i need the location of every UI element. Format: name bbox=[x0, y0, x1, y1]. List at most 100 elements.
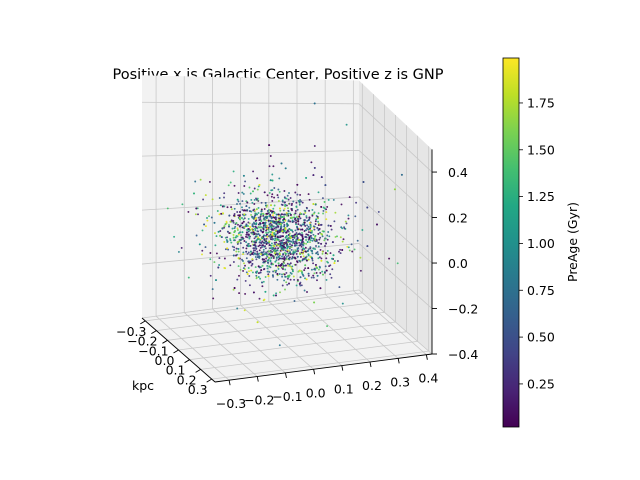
scatter-point bbox=[351, 250, 354, 253]
scatter-point bbox=[261, 281, 263, 284]
scatter-point bbox=[325, 242, 328, 245]
scatter-point bbox=[223, 205, 226, 208]
scatter-point bbox=[327, 198, 330, 201]
scatter-point bbox=[306, 224, 309, 227]
scatter-point bbox=[249, 229, 251, 232]
scatter-point bbox=[242, 192, 245, 195]
scatter-point bbox=[211, 198, 214, 201]
scatter-point bbox=[348, 249, 351, 252]
scatter-point bbox=[298, 241, 301, 244]
scatter-point bbox=[247, 242, 250, 245]
scatter-point bbox=[236, 203, 238, 205]
scatter-point bbox=[286, 246, 289, 249]
scatter-point bbox=[264, 290, 267, 293]
scatter-point bbox=[309, 234, 312, 237]
scatter-point bbox=[266, 215, 269, 218]
scatter-point bbox=[295, 250, 298, 253]
scatter-point bbox=[299, 276, 302, 279]
scatter-point bbox=[319, 236, 322, 239]
scatter-point bbox=[319, 287, 322, 290]
scatter-point bbox=[330, 228, 333, 231]
scatter-point bbox=[263, 222, 266, 225]
scatter-point bbox=[266, 194, 269, 197]
scatter-point bbox=[317, 232, 320, 235]
scatter-point bbox=[311, 214, 314, 217]
scatter-point bbox=[339, 236, 342, 239]
scatter-point bbox=[209, 258, 212, 261]
scatter-point bbox=[316, 274, 319, 277]
grid-line bbox=[212, 308, 286, 374]
scatter-point bbox=[281, 204, 284, 206]
scatter-point bbox=[264, 226, 267, 229]
y-tick-label: −0.3 bbox=[216, 396, 246, 411]
scatter-point bbox=[333, 260, 336, 262]
scatter-point bbox=[313, 166, 316, 169]
scatter-point bbox=[329, 264, 332, 267]
scatter-point bbox=[241, 258, 243, 261]
scatter-point bbox=[285, 235, 288, 237]
scatter-point bbox=[253, 216, 256, 219]
scatter-point bbox=[285, 258, 288, 261]
scatter-point bbox=[317, 228, 320, 231]
scatter-point bbox=[286, 250, 289, 253]
scatter-point bbox=[242, 174, 245, 177]
scatter-point bbox=[233, 246, 236, 249]
scatter-point bbox=[211, 288, 214, 291]
grid-line bbox=[358, 243, 433, 309]
scatter-point bbox=[245, 223, 248, 226]
scatter-point bbox=[232, 170, 235, 173]
grid-line bbox=[156, 302, 374, 332]
scatter-point bbox=[285, 211, 288, 214]
scatter-point bbox=[258, 244, 261, 247]
scatter-point bbox=[276, 232, 279, 235]
scatter-point bbox=[251, 240, 254, 243]
scatter-point bbox=[232, 288, 235, 291]
scatter-point bbox=[303, 257, 306, 260]
scatter-point bbox=[274, 247, 277, 250]
scatter-point bbox=[264, 252, 267, 255]
scatter-point bbox=[305, 229, 307, 232]
scatter-point bbox=[265, 253, 268, 256]
scatter-point bbox=[313, 272, 316, 275]
scatter-point bbox=[265, 257, 268, 260]
scatter-point bbox=[249, 192, 252, 195]
scatter-point bbox=[275, 269, 278, 272]
scatter-point bbox=[287, 207, 289, 210]
scatter-point bbox=[287, 254, 290, 257]
scatter-point bbox=[286, 277, 289, 280]
scatter-point bbox=[303, 242, 305, 245]
scatter-point bbox=[285, 231, 288, 234]
scatter-point bbox=[283, 216, 286, 219]
scatter-point bbox=[256, 270, 259, 273]
grid-line bbox=[155, 315, 230, 381]
scatter-point bbox=[248, 210, 251, 213]
scatter-point bbox=[294, 209, 297, 212]
scatter-point bbox=[259, 226, 262, 229]
scatter-point bbox=[261, 253, 264, 256]
scatter-point bbox=[331, 268, 334, 271]
scatter-point bbox=[248, 206, 251, 209]
scatter-point bbox=[327, 231, 330, 233]
scatter-point bbox=[305, 255, 308, 258]
scatter-point bbox=[253, 187, 256, 190]
scatter-point bbox=[251, 258, 254, 261]
scatter-point bbox=[298, 282, 301, 285]
scatter-point bbox=[219, 204, 222, 207]
scatter-point bbox=[251, 201, 254, 204]
scatter-point bbox=[317, 212, 320, 215]
scatter-point bbox=[215, 279, 217, 282]
scatter-point bbox=[246, 228, 249, 231]
scatter-point bbox=[291, 202, 293, 205]
scatter-point bbox=[329, 252, 332, 255]
scatter-point bbox=[296, 193, 299, 196]
scatter-point bbox=[303, 221, 306, 224]
scatter-point bbox=[290, 248, 293, 251]
scatter-point bbox=[264, 201, 267, 204]
scatter-point bbox=[275, 220, 278, 223]
scatter-point bbox=[223, 226, 226, 229]
scatter-point bbox=[245, 231, 248, 234]
scatter-point bbox=[345, 123, 348, 126]
scatter-point bbox=[277, 258, 280, 261]
scatter-point bbox=[273, 269, 276, 272]
scatter-point bbox=[241, 217, 243, 219]
